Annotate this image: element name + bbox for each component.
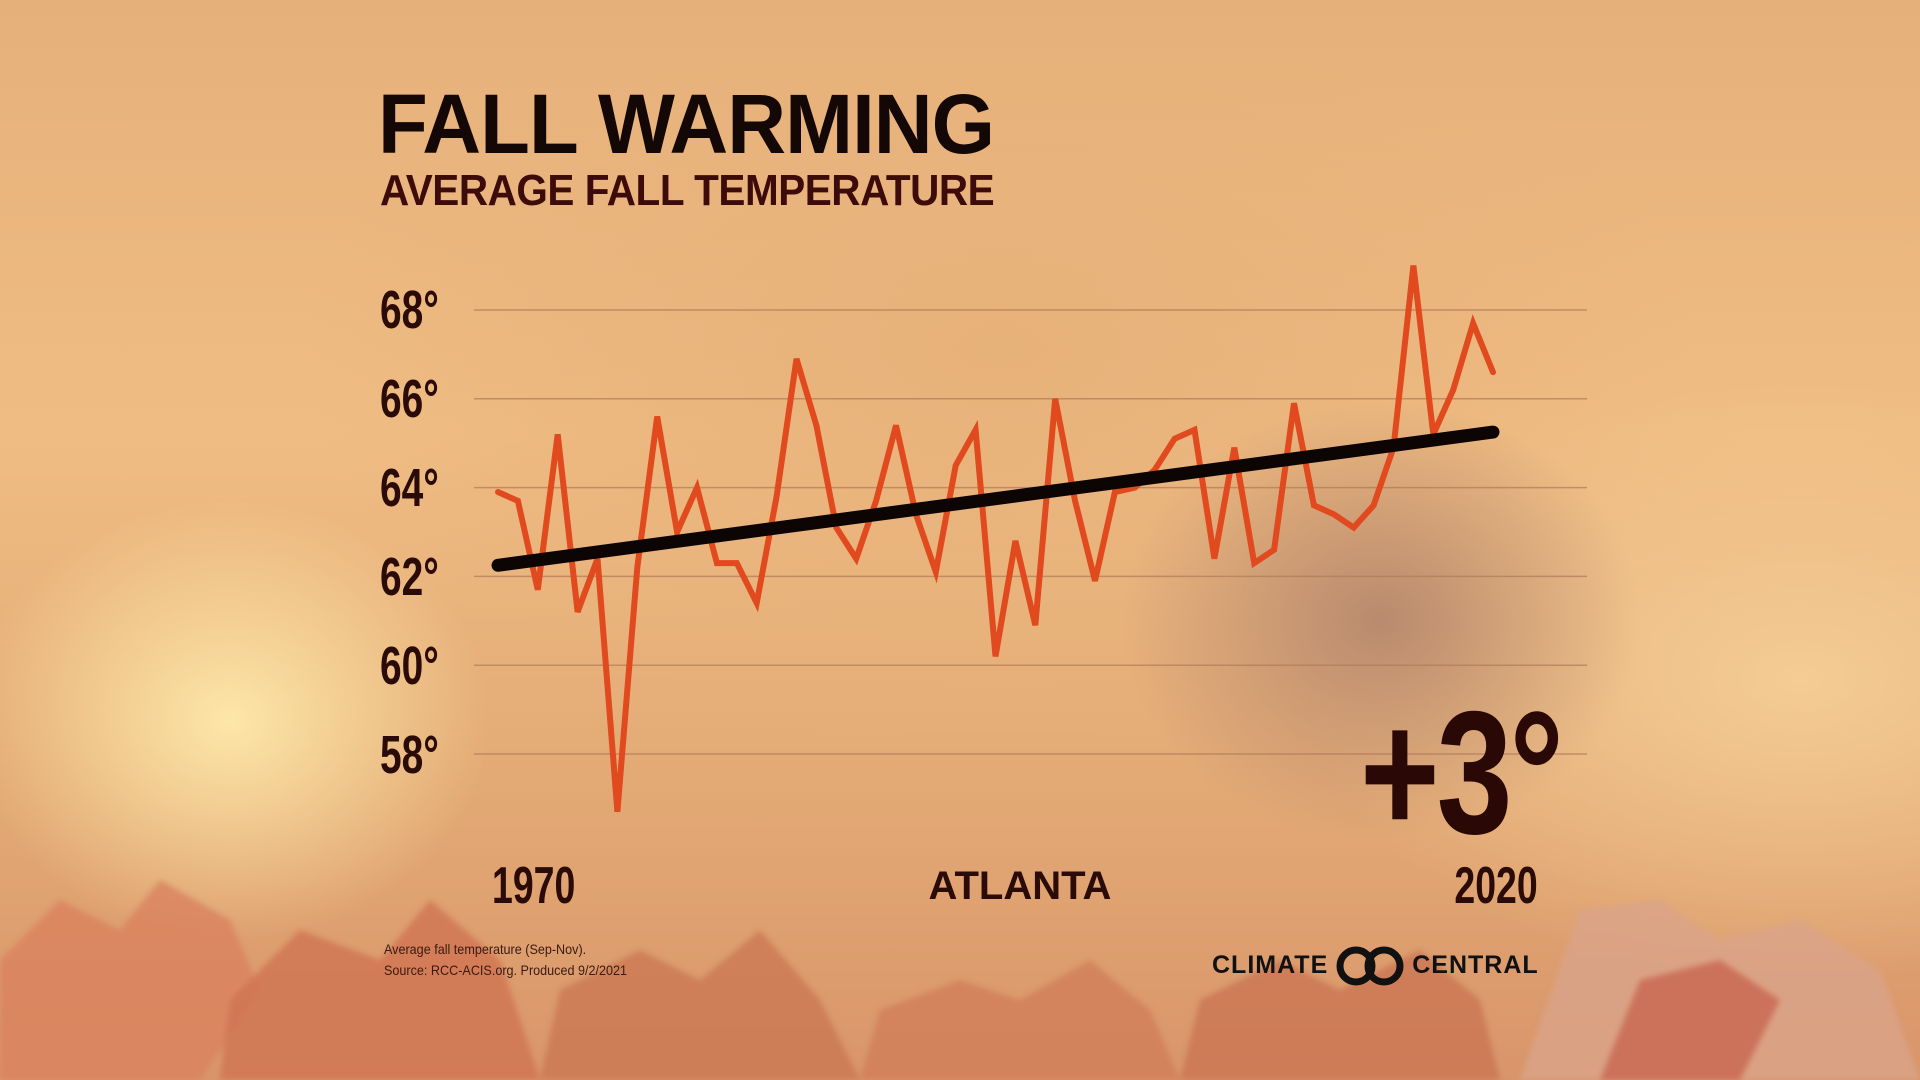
data-point-2011 — [1313, 504, 1315, 506]
data-point-1974 — [577, 611, 579, 613]
data-point-1979 — [676, 531, 678, 533]
data-point-2002 — [1134, 487, 1136, 489]
x-tick-label-2020: 2020 — [1454, 857, 1538, 915]
data-point-1993 — [955, 464, 957, 466]
data-point-1987 — [835, 527, 837, 529]
data-point-1999 — [1074, 500, 1076, 502]
logo-text-central: CENTRAL — [1412, 951, 1539, 980]
data-point-2005 — [1194, 429, 1195, 431]
footnote-description: Average fall temperature (Sep-Nov). — [384, 941, 587, 957]
data-point-2009 — [1273, 549, 1275, 551]
data-point-1998 — [1054, 398, 1056, 400]
y-tick-label-66: 66° — [380, 369, 439, 429]
data-point-2019 — [1472, 322, 1474, 324]
footnote-source: Source: RCC-ACIS.org. Produced 9/2/2021 — [384, 962, 628, 978]
data-point-2006 — [1213, 558, 1215, 560]
data-point-1984 — [776, 495, 778, 497]
x-tick-label-1970: 1970 — [492, 857, 576, 915]
trend-line — [491, 425, 1500, 572]
data-point-1978 — [656, 416, 658, 418]
data-point-1982 — [736, 562, 738, 564]
logo-text-climate: CLIMATE — [1212, 951, 1329, 980]
data-point-2020 — [1492, 371, 1494, 373]
data-point-1985 — [796, 358, 797, 360]
climate-central-logo: CLIMATE CENTRAL — [1212, 946, 1539, 986]
data-point-2000 — [1094, 580, 1096, 582]
data-point-2007 — [1233, 447, 1235, 449]
data-point-1996 — [1014, 540, 1016, 542]
data-point-1997 — [1034, 624, 1036, 626]
data-point-2018 — [1452, 389, 1454, 391]
chart-subtitle: AVERAGE FALL TEMPERATURE — [380, 166, 995, 215]
data-point-2016 — [1412, 265, 1414, 267]
data-point-1970 — [497, 491, 499, 493]
y-tick-label-68: 68° — [380, 280, 439, 340]
temperature-change-label: +3° — [1360, 676, 1564, 871]
data-point-1980 — [696, 487, 698, 489]
chart-title: FALL WARMING — [378, 77, 995, 171]
data-point-2010 — [1293, 402, 1295, 404]
data-point-2014 — [1373, 504, 1375, 506]
data-point-1986 — [815, 424, 817, 426]
y-tick-label-62: 62° — [380, 547, 439, 607]
data-point-1977 — [636, 567, 638, 569]
data-point-1981 — [716, 562, 718, 564]
data-point-1990 — [895, 424, 897, 426]
data-point-1995 — [995, 655, 996, 657]
data-point-1988 — [855, 558, 857, 560]
data-point-1972 — [537, 589, 539, 591]
data-point-2003 — [1154, 469, 1156, 471]
data-point-1994 — [975, 429, 977, 431]
data-point-2001 — [1114, 491, 1116, 493]
location-label: ATLANTA — [928, 864, 1112, 908]
data-point-1989 — [875, 500, 877, 502]
data-point-2004 — [1174, 438, 1176, 440]
data-point-2012 — [1333, 513, 1335, 515]
temperature-series-line — [495, 265, 1496, 812]
data-point-2013 — [1353, 527, 1355, 529]
logo-rings-icon — [1336, 946, 1404, 986]
y-tick-label-58: 58° — [380, 725, 439, 785]
data-point-1983 — [756, 602, 758, 604]
data-point-2008 — [1253, 562, 1255, 564]
data-point-1973 — [557, 433, 559, 435]
y-tick-label-64: 64° — [380, 458, 439, 518]
data-point-1976 — [616, 811, 618, 813]
data-point-1971 — [517, 500, 519, 502]
data-point-1992 — [935, 571, 937, 573]
y-tick-label-60: 60° — [380, 636, 439, 696]
